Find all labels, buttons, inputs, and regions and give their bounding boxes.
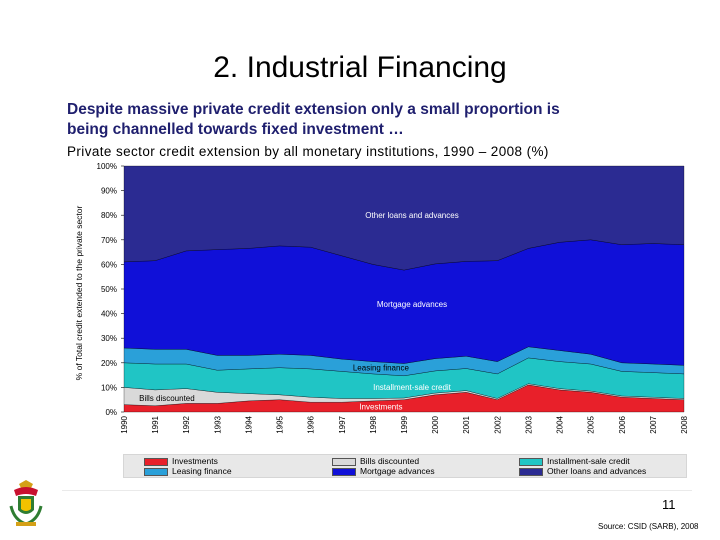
subtitle-line-1: Despite massive private credit extension… [67, 101, 560, 118]
legend-swatch [519, 457, 543, 466]
annotation-investments: Investments [359, 402, 402, 411]
page-number: 11 [662, 497, 676, 512]
x-tick-label: 2006 [618, 415, 627, 433]
x-tick-label: 1996 [307, 415, 316, 433]
x-tick-label: 1990 [120, 415, 129, 433]
legend-label: Leasing finance [172, 466, 232, 476]
x-tick-label: 2003 [524, 415, 533, 433]
y-tick-label: 40% [101, 310, 117, 319]
x-tick-label: 2002 [493, 415, 502, 433]
legend-item-mortgage-advances: Mortgage advances [332, 466, 435, 476]
annotation-mortgage-advances: Mortgage advances [377, 300, 447, 309]
x-tick-label: 2005 [587, 415, 596, 433]
y-axis-title: % of Total credit extended to the privat… [74, 206, 84, 381]
legend-label: Investments [172, 456, 218, 466]
chart-legend: Investments Bills discounted Installment… [123, 454, 687, 478]
x-tick-label: 1993 [213, 415, 222, 433]
y-tick-label: 100% [97, 162, 117, 171]
x-tick-label: 1999 [400, 415, 409, 433]
x-tick-label: 1991 [151, 415, 160, 433]
x-tick-label: 1997 [338, 415, 347, 433]
x-tick-label: 2007 [649, 415, 658, 433]
legend-swatch [144, 457, 168, 466]
legend-item-bills-discounted: Bills discounted [332, 456, 419, 466]
y-tick-label: 80% [101, 211, 117, 220]
x-tick-label: 1995 [276, 415, 285, 433]
x-tick-label: 2001 [462, 415, 471, 433]
legend-swatch [332, 457, 356, 466]
legend-item-installment-sale-credit: Installment-sale credit [519, 456, 630, 466]
x-tick-label: 1994 [244, 415, 253, 433]
legend-item-other-loans-and-advances: Other loans and advances [519, 466, 646, 476]
stacked-area-chart: 0% 10% 20% 30% 40% 50% 60% 70% 80% 90% 100% % of To… [74, 162, 689, 434]
y-tick-label: 90% [101, 187, 117, 196]
legend-item-leasing-finance: Leasing finance [144, 466, 232, 476]
y-tick-label: 30% [101, 334, 117, 343]
x-tick-label: 1998 [369, 415, 378, 433]
annotation-bills-discounted: Bills discounted [139, 394, 195, 403]
y-tick-label: 0% [105, 408, 117, 417]
chart-caption: Private sector credit extension by all m… [67, 144, 549, 159]
legend-label: Other loans and advances [547, 466, 647, 476]
y-tick-label: 60% [101, 260, 117, 269]
x-tick-label: 2000 [431, 415, 440, 433]
y-tick-label: 70% [101, 236, 117, 245]
legend-swatch [144, 467, 168, 476]
x-tick-label: 2008 [680, 415, 689, 433]
legend-swatch [332, 467, 356, 476]
x-tick-label: 1992 [182, 415, 191, 433]
y-tick-label: 50% [101, 285, 117, 294]
slide-subtitle: Despite massive private credit extension… [67, 100, 667, 140]
source-note: Source: CSID (SARB), 2008 [598, 522, 699, 531]
legend-label: Installment-sale credit [547, 456, 630, 466]
annotation-installment-sale-credit: Installment-sale credit [373, 383, 452, 392]
legend-label: Bills discounted [360, 456, 420, 466]
legend-label: Mortgage advances [360, 466, 435, 476]
x-tick-label: 2004 [556, 415, 565, 433]
subtitle-line-2: being channelled towards fixed investmen… [67, 121, 404, 138]
annotation-other-loans-and-advances: Other loans and advances [365, 211, 458, 220]
legend-item-investments: Investments [144, 456, 218, 466]
y-tick-label: 10% [101, 383, 117, 392]
y-tick-label: 20% [101, 359, 117, 368]
slide-title: 2. Industrial Financing [213, 51, 507, 84]
annotation-leasing-finance: Leasing finance [353, 364, 410, 373]
footer-divider [62, 490, 692, 491]
legend-swatch [519, 467, 543, 476]
coat-of-arms-icon [9, 480, 43, 526]
area-other-loans-and-advances [123, 165, 685, 271]
